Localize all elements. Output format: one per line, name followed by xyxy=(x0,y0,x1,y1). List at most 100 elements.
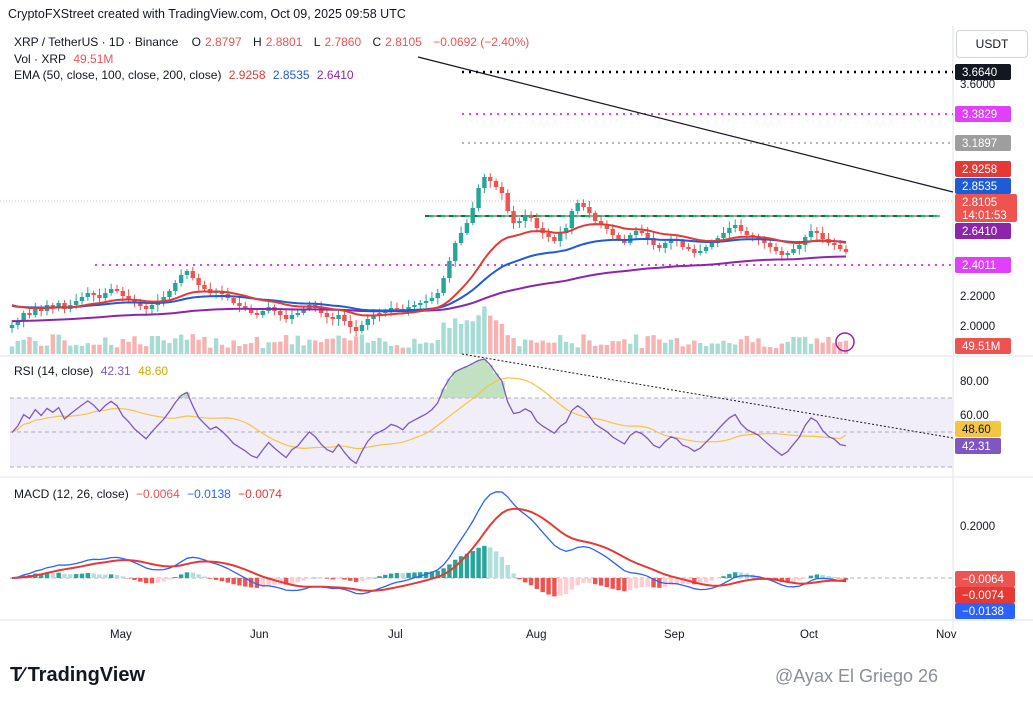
candle-body xyxy=(709,243,715,247)
volume-bar xyxy=(231,340,236,354)
candle-body xyxy=(173,283,178,291)
macd-histogram-bar xyxy=(412,572,417,578)
macd-tag-hist xyxy=(955,571,1015,587)
rsi-trendline xyxy=(461,353,954,439)
macd-tag-macd xyxy=(955,603,1015,619)
macd-histogram-bar xyxy=(85,573,91,578)
volume-bar xyxy=(668,339,674,354)
volume-bar xyxy=(546,342,551,354)
macd-histogram-bar xyxy=(383,574,388,578)
volume-bar xyxy=(377,337,382,354)
rsi-ma-value: 48.60 xyxy=(138,364,169,378)
candle-body xyxy=(254,313,260,315)
volume-bar xyxy=(470,321,475,354)
volume-bar xyxy=(295,335,300,354)
rsi-legend: RSI (14, close) 42.31 48.60 xyxy=(14,364,172,378)
macd-histogram-bar xyxy=(155,578,161,583)
candle-body xyxy=(27,313,32,315)
macd-histogram-bar xyxy=(418,572,423,578)
candle-body xyxy=(62,303,67,309)
volume-bar xyxy=(155,335,161,354)
volume-bar xyxy=(832,343,837,354)
candle-body xyxy=(645,233,650,238)
volume-bar xyxy=(149,335,155,354)
volume-bar xyxy=(622,339,627,354)
macd-histogram-bar xyxy=(342,578,347,580)
candle-body xyxy=(616,235,621,239)
macd-histogram-bar xyxy=(91,573,96,578)
candle-body xyxy=(149,305,155,309)
candle-body xyxy=(371,315,376,319)
macd-histogram-bar xyxy=(674,578,680,585)
time-axis-label: May xyxy=(110,629,132,641)
volume-bar xyxy=(173,338,178,354)
volume-bar xyxy=(318,342,324,354)
macd-tag-text: −0.0064 xyxy=(962,574,1004,586)
macd-histogram-bar xyxy=(832,576,837,578)
candle-body xyxy=(791,249,796,253)
change-value: −0.0692 (−2.40%) xyxy=(433,35,530,49)
macd-histogram-bar xyxy=(441,568,446,578)
macd-histogram-bar xyxy=(219,578,225,582)
macd-histogram-bar xyxy=(359,578,365,582)
macd-histogram-bar xyxy=(826,575,831,578)
volume-bar xyxy=(657,339,662,354)
candle-body xyxy=(493,181,499,187)
macd-legend: MACD (12, 26, close) −0.0064 −0.0138 −0.… xyxy=(14,487,286,501)
ema200-value: 2.6410 xyxy=(316,68,354,82)
candle-body xyxy=(581,203,586,207)
volume-bar xyxy=(523,339,528,354)
volume-bar xyxy=(138,344,143,354)
volume-bar xyxy=(307,339,312,354)
volume-bar xyxy=(663,342,668,354)
volume-bar xyxy=(686,344,691,354)
candle-body xyxy=(196,278,201,285)
volume-bar xyxy=(91,344,96,354)
candle-body xyxy=(814,231,820,233)
candle-body xyxy=(365,319,370,325)
candle-body xyxy=(138,303,143,306)
candle-body xyxy=(231,298,236,303)
chart-canvas: 3.6000 2.2000 2.0000 3.6640 3.3829 3.189… xyxy=(0,26,1033,641)
candle-body xyxy=(499,187,505,193)
volume-bar xyxy=(721,340,726,354)
macd-histogram-bar xyxy=(301,578,306,581)
volume-bar xyxy=(272,342,277,354)
attribution-header: CryptoFXStreet created with TradingView.… xyxy=(8,7,406,21)
volume-bar xyxy=(802,336,808,354)
price-tag-text: 2.9258 xyxy=(962,164,997,176)
volume-bar xyxy=(441,322,446,354)
signal-line xyxy=(11,507,847,592)
volume-bar xyxy=(651,335,656,354)
macd-histogram-bar xyxy=(254,578,260,588)
currency-button[interactable]: USDT xyxy=(956,30,1028,58)
high-value: 2.8801 xyxy=(265,35,303,49)
macd-histogram-bar xyxy=(184,572,190,578)
macd-histogram-bar xyxy=(178,574,184,578)
volume-bar xyxy=(336,335,341,354)
price-tag-text: 2.8535 xyxy=(962,181,997,193)
candle-body xyxy=(132,299,137,303)
tradingview-logo-icon: T∕ xyxy=(10,664,23,686)
volume-bar xyxy=(598,344,604,354)
rsi-overbought-fill xyxy=(178,359,505,398)
volume-bar xyxy=(593,345,598,354)
volume-bar xyxy=(85,343,91,354)
macd-histogram-bar xyxy=(68,574,73,578)
candle-body xyxy=(639,231,645,233)
tradingview-logo[interactable]: T∕ TradingView xyxy=(10,664,145,687)
macd-histogram-bar xyxy=(476,547,481,578)
rsi-axis-label: 80.00 xyxy=(960,376,989,388)
macd-histogram-bar xyxy=(371,577,376,579)
macd-histogram-bar xyxy=(196,574,201,578)
volume-bar xyxy=(499,323,505,354)
volume-bar xyxy=(62,340,67,354)
volume-bar xyxy=(79,345,85,354)
candle-body xyxy=(820,233,825,239)
candle-body xyxy=(528,215,534,218)
countdown-text: 14:01:53 xyxy=(962,210,1007,222)
volume-bar xyxy=(248,343,254,354)
candle-body xyxy=(779,251,785,255)
macd-histogram-bar xyxy=(348,578,353,581)
symbol-label[interactable]: XRP / TetherUS · 1D · Binance xyxy=(14,35,179,49)
